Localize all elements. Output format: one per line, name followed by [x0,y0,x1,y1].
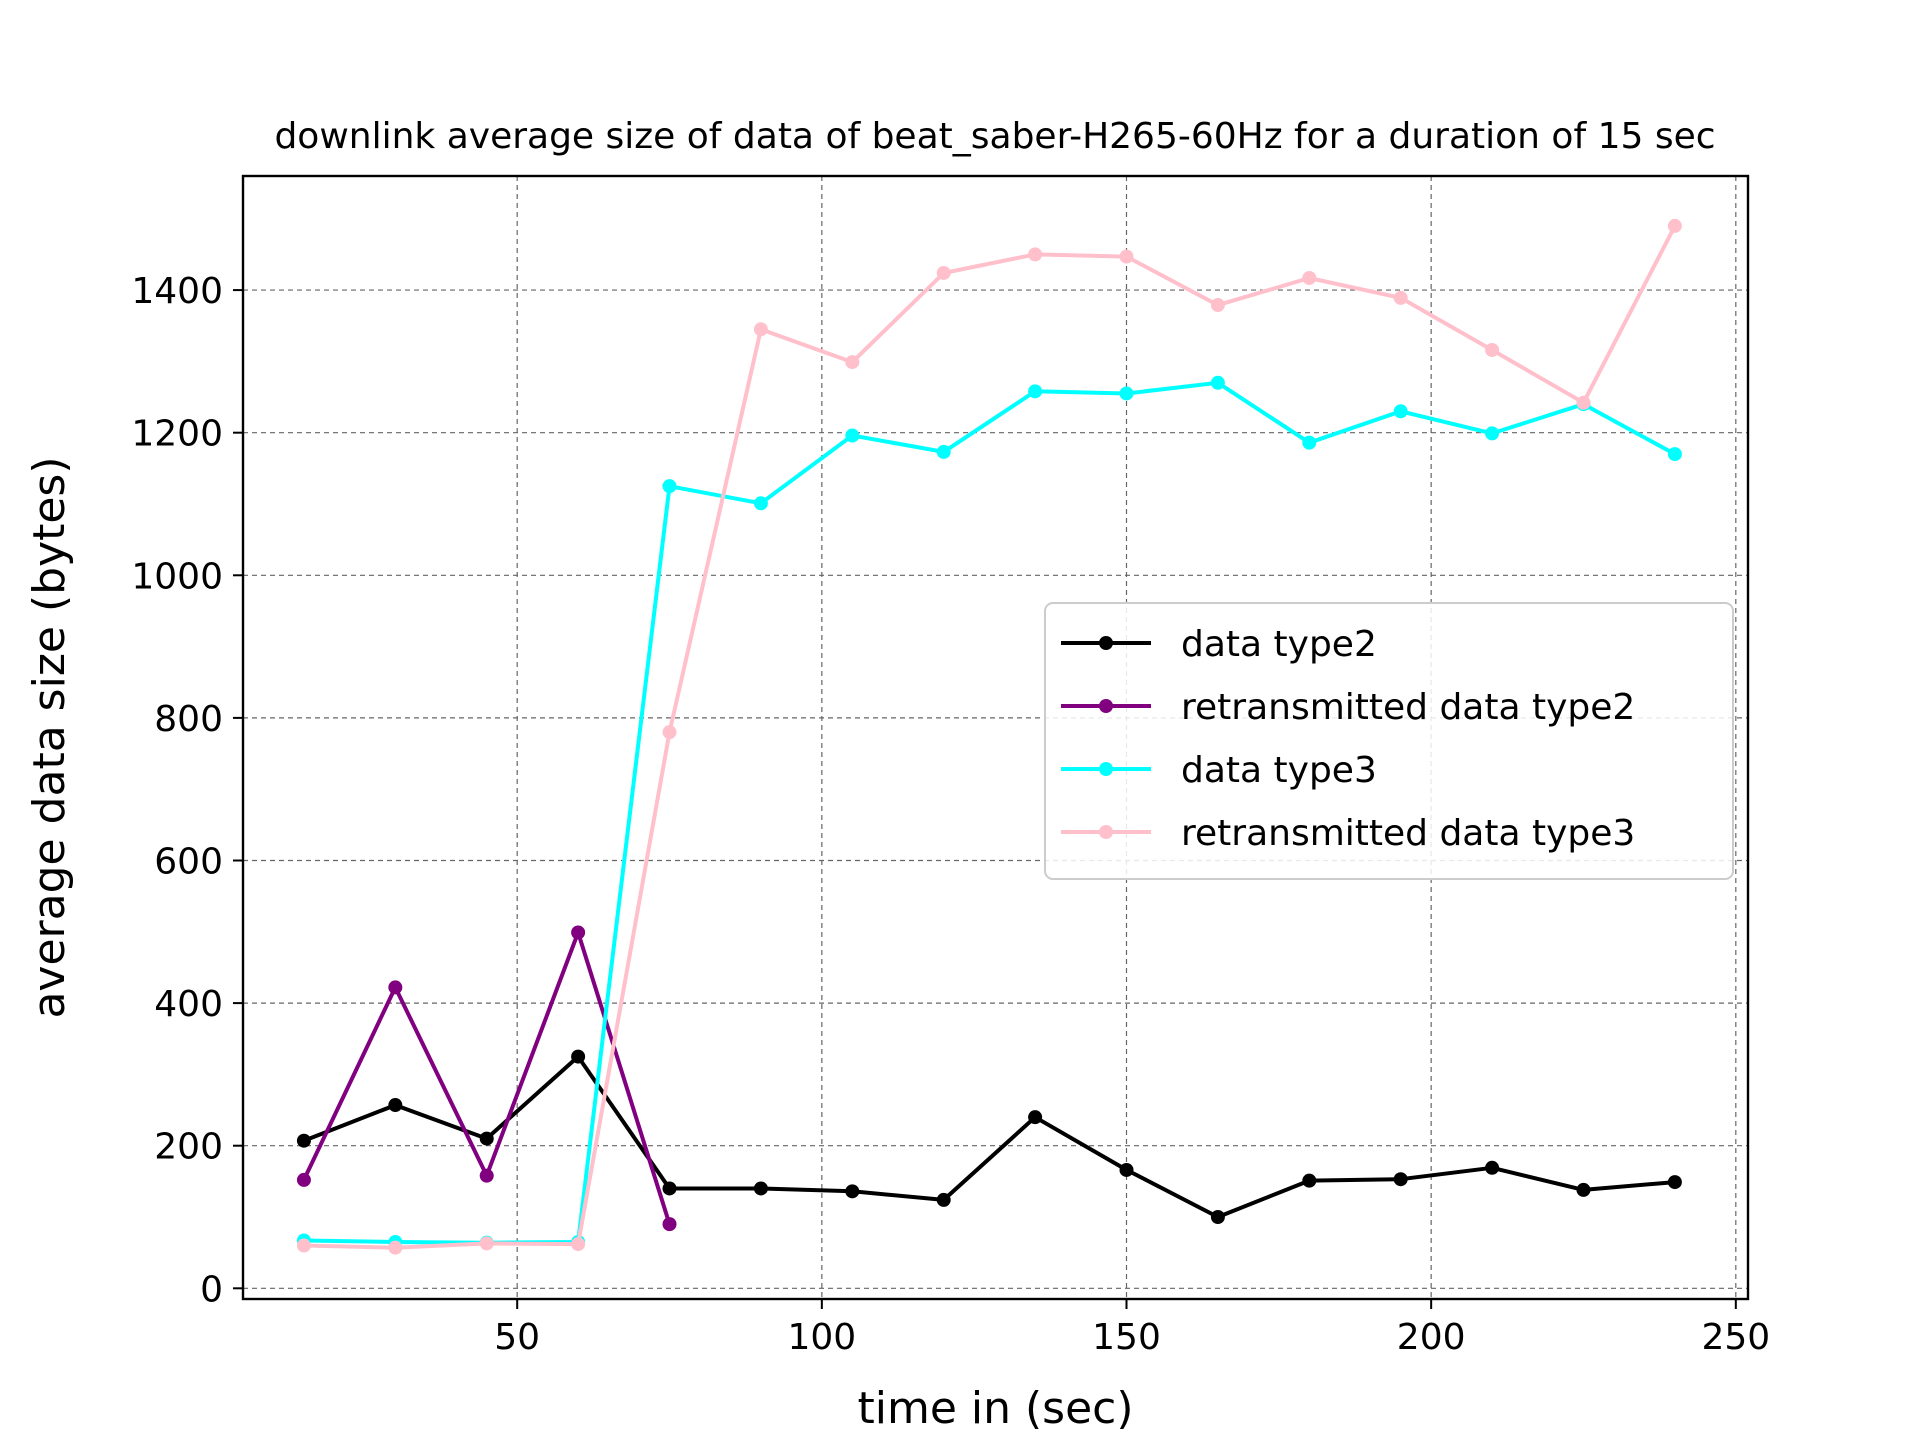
data-point [1028,247,1043,262]
data-point [845,355,860,370]
y-tick-label: 600 [154,841,223,882]
data-point [1028,1110,1043,1125]
data-point [1667,1175,1682,1190]
data-point [845,428,860,443]
legend-marker [1099,825,1113,839]
series-4 [296,218,1682,1255]
legend-label: retransmitted data type3 [1181,813,1635,854]
data-point [1393,290,1408,305]
data-point [1393,404,1408,419]
data-point [1210,298,1225,313]
data-point [1119,1162,1134,1177]
data-point [1485,342,1500,357]
data-point [845,1184,860,1199]
legend-item: data type3 [1061,750,1377,791]
series-1 [296,1049,1682,1225]
legend-item: retransmitted data type2 [1061,687,1635,728]
data-point [753,1181,768,1196]
data-point [479,1168,494,1183]
data-point [662,479,677,494]
data-point [662,1181,677,1196]
y-axis-label: average data size (bytes) [24,456,75,1018]
data-point [388,1098,403,1113]
x-tick-label: 200 [1397,1317,1466,1358]
x-tick-label: 50 [494,1317,540,1358]
legend-item: data type2 [1061,624,1377,665]
data-point [1119,386,1134,401]
y-tick-label: 400 [154,984,223,1025]
data-point [388,1240,403,1255]
data-point [1485,1160,1500,1175]
legend-marker [1099,762,1113,776]
data-point [1119,249,1134,264]
legend-marker [1099,636,1113,650]
plot-frame [241,174,1750,1301]
data-point [936,1192,951,1207]
data-point [1302,435,1317,450]
x-tick-label: 150 [1092,1317,1161,1358]
data-point [296,1172,311,1187]
legend-box [1044,602,1734,880]
legend: data type2 retransmitted data type2 data t… [1044,602,1734,880]
legend-label: data type2 [1181,624,1377,665]
y-tick-label: 1400 [131,271,223,312]
data-point [1667,447,1682,462]
y-tick-label: 200 [154,1127,223,1168]
series [296,218,1682,1255]
legend-label: retransmitted data type2 [1181,687,1635,728]
data-point [1667,218,1682,233]
series-line [303,224,1677,1250]
data-point [571,925,586,940]
data-point [479,1131,494,1146]
data-point [296,1238,311,1253]
data-point [1485,426,1500,441]
data-point [753,496,768,511]
data-point [388,980,403,995]
data-point [571,1237,586,1252]
series-2 [296,925,677,1232]
legend-item: retransmitted data type3 [1061,813,1635,854]
y-tick-label: 800 [154,699,223,740]
y-tick-label: 1000 [131,556,223,597]
data-point [1210,375,1225,390]
y-tick-label: 0 [200,1269,223,1310]
x-axis-label: time in (sec) [857,1383,1133,1434]
data-point [936,265,951,280]
data-point [1302,270,1317,285]
data-point [479,1236,494,1251]
data-point [662,725,677,740]
legend-label: data type3 [1181,750,1377,791]
data-point [1576,395,1591,410]
axis-ticks: 50 100 150 200 250 0 200 400 600 800 1000 1200 1400 [131,271,1770,1358]
data-point [1393,1172,1408,1187]
chart-title: downlink average size of data of beat_sa… [274,116,1715,157]
data-point [1576,1182,1591,1197]
data-point [571,1049,586,1064]
data-point [936,444,951,459]
series-line [303,1054,1676,1219]
data-point [1028,384,1043,399]
data-point [1302,1173,1317,1188]
data-point [662,1217,677,1232]
legend-marker [1099,699,1113,713]
y-tick-label: 1200 [131,414,223,455]
data-point [296,1133,311,1148]
x-tick-label: 100 [787,1317,856,1358]
data-point [753,322,768,337]
data-point [1210,1210,1225,1225]
x-tick-label: 250 [1701,1317,1770,1358]
